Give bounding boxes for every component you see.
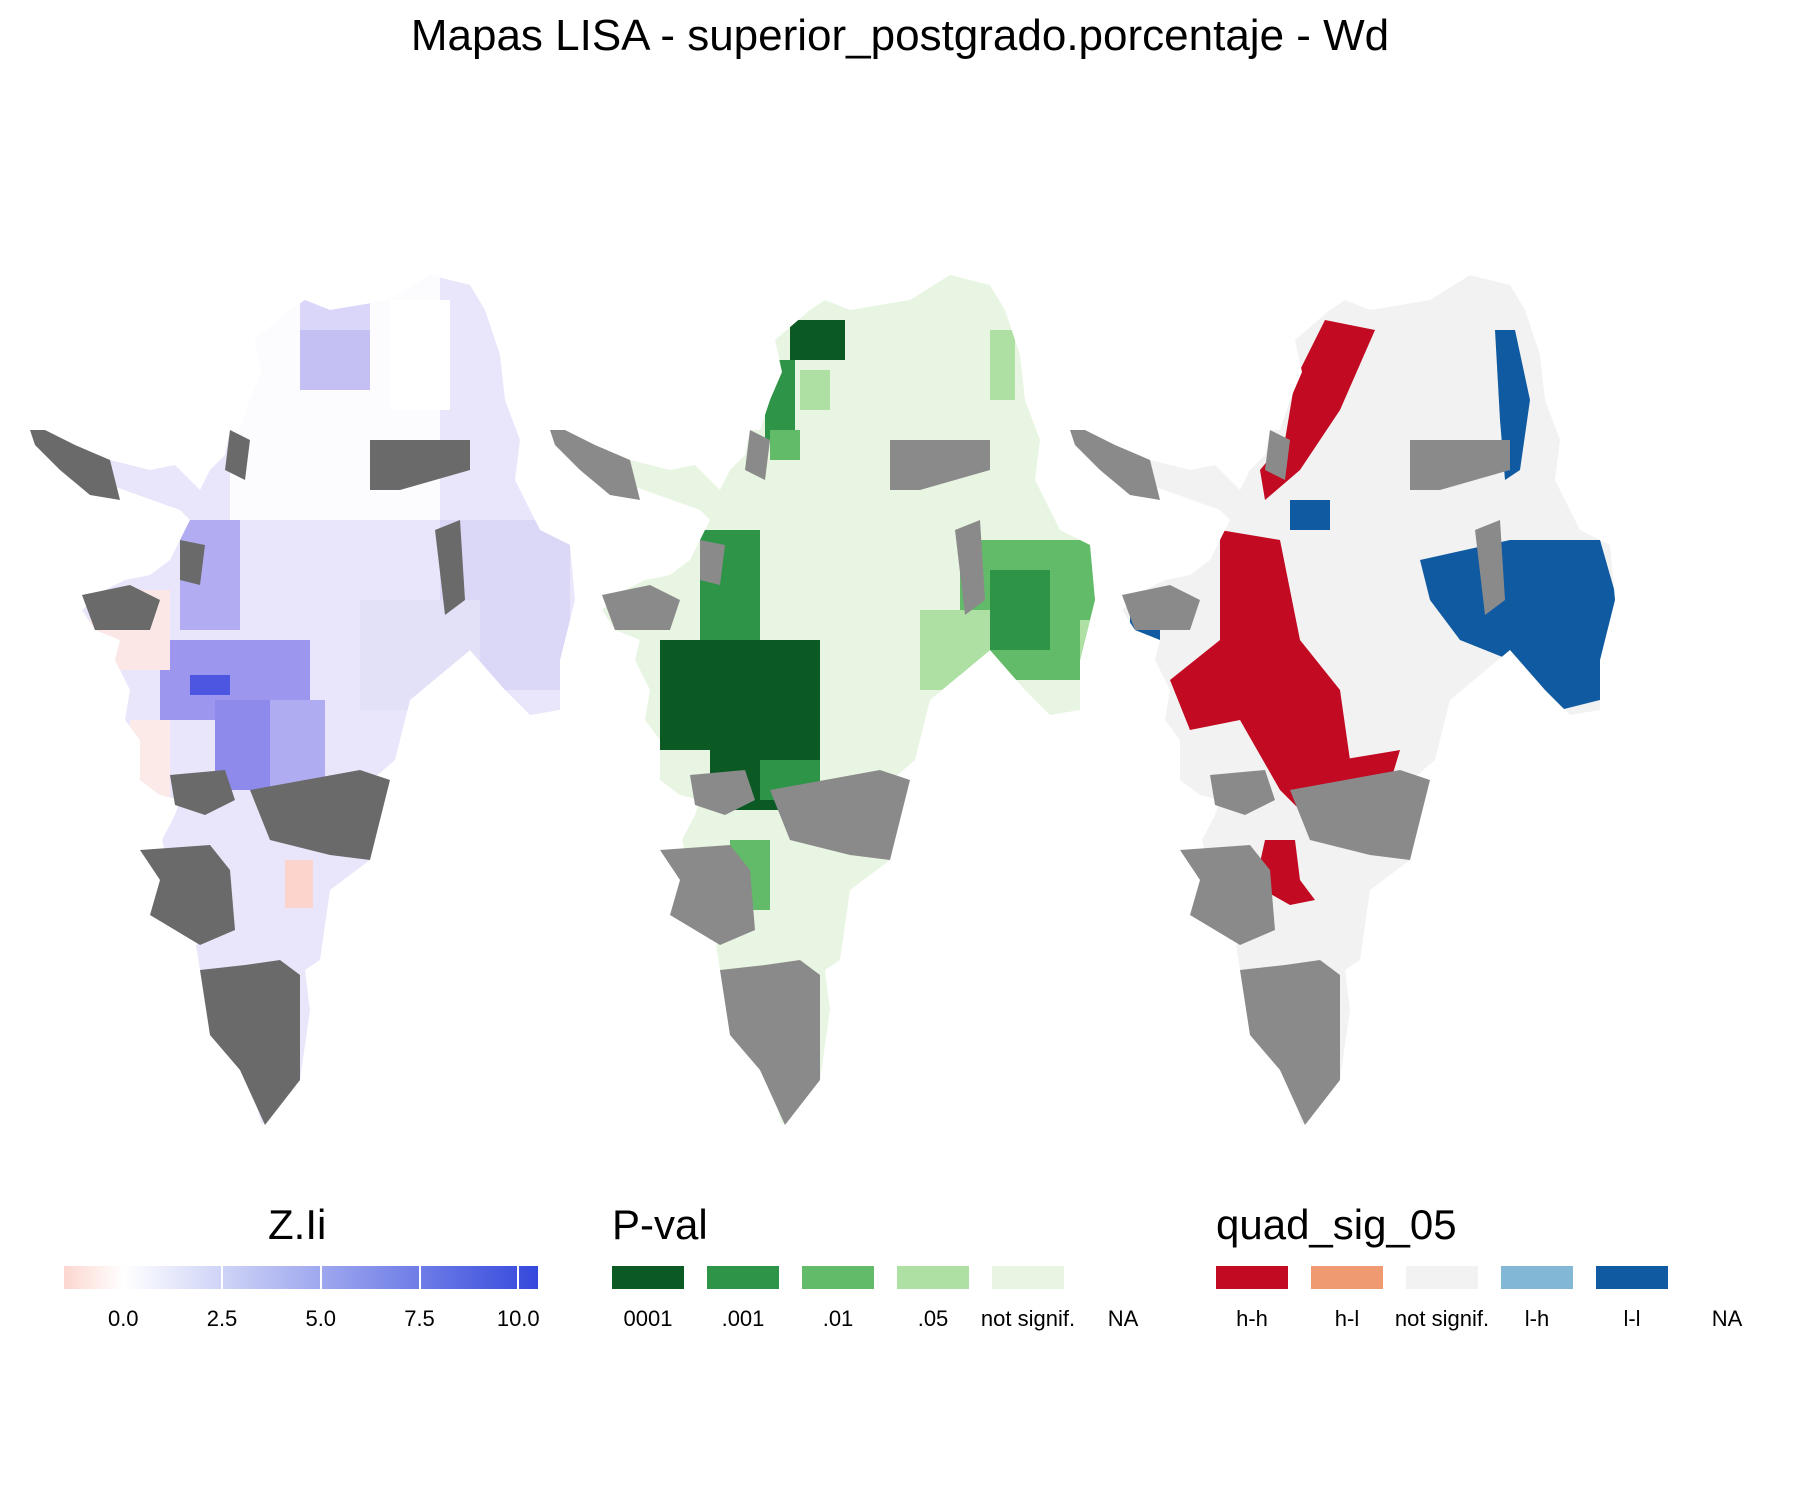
pval-legend-label: .05	[917, 1306, 949, 1331]
quad-map	[1070, 275, 1615, 1125]
zli-tick-mark	[221, 1266, 223, 1289]
zli-tick-label: 5.0	[305, 1306, 337, 1331]
zli-legend-title: Z.Ii	[268, 1201, 327, 1248]
quad-legend-swatch	[1406, 1266, 1478, 1289]
quad-legend-label: h-l	[1334, 1306, 1360, 1331]
figure-title: Mapas LISA - superior_postgrado.porcenta…	[410, 11, 1390, 60]
quad-legend-swatch	[1311, 1266, 1383, 1289]
quad-legend-swatch	[1691, 1266, 1763, 1289]
zli-missing-areas	[30, 430, 470, 1125]
quad-legend-swatch	[1216, 1266, 1288, 1289]
pval-legend-label: NA	[1107, 1306, 1139, 1331]
pval-map	[550, 275, 1095, 1125]
zli-tick-label: 2.5	[206, 1306, 238, 1331]
quad-legend-label: l-l	[1623, 1306, 1641, 1331]
pval-legend-swatch	[707, 1266, 779, 1289]
quad-legend-label: not signif.	[1394, 1306, 1490, 1331]
pval-legend-swatch	[802, 1266, 874, 1289]
quad-legend-swatch	[1501, 1266, 1573, 1289]
quad-legend-label: l-h	[1524, 1306, 1550, 1331]
zli-tick-label: 7.5	[404, 1306, 435, 1331]
quad-legend-label: h-h	[1236, 1306, 1268, 1331]
zli-tick-label: 10.0	[496, 1306, 540, 1331]
pval-legend-label: not signif.	[980, 1306, 1076, 1331]
zli-tick-mark	[418, 1266, 421, 1289]
pval-legend-swatch	[1087, 1266, 1159, 1289]
pval-legend-swatch	[897, 1266, 969, 1289]
quad-legend-label: NA	[1711, 1306, 1743, 1331]
zli-tick-mark	[122, 1266, 125, 1289]
zli-map	[30, 275, 575, 1125]
quad-missing-areas	[1070, 430, 1510, 1125]
zli-tick-mark	[319, 1266, 322, 1289]
pval-missing-areas	[550, 430, 990, 1125]
pval-legend-label: .01	[822, 1306, 854, 1331]
zli-tick-label: 0.0	[107, 1306, 139, 1331]
zli-gradient-bar	[64, 1266, 538, 1289]
quad-legend-title: quad_sig_05	[1216, 1201, 1457, 1248]
pval-legend-label: .001	[721, 1306, 765, 1331]
pval-legend-title: P-val	[612, 1201, 708, 1248]
pval-legend-label: 0001	[623, 1306, 673, 1331]
quad-legend-swatch	[1596, 1266, 1668, 1289]
zli-tick-mark	[517, 1266, 520, 1289]
pval-legend-swatch	[992, 1266, 1064, 1289]
pval-legend-swatch	[612, 1266, 684, 1289]
